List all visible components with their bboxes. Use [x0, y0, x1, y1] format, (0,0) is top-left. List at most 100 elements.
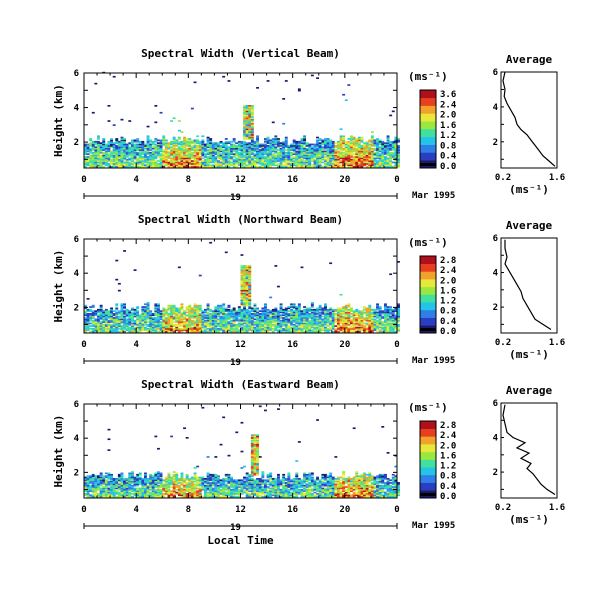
heatmap-cell	[167, 150, 171, 153]
heatmap-cell	[164, 140, 168, 143]
heatmap-cell	[357, 325, 361, 327]
heatmap-cell	[264, 330, 267, 333]
heatmap-cell	[363, 151, 367, 154]
heatmap-cell	[91, 491, 95, 494]
heatmap-cell	[264, 145, 267, 147]
heatmap-cell	[138, 329, 142, 332]
heatmap-cell	[256, 307, 260, 310]
heatmap-cell	[397, 308, 400, 311]
colorbar-swatch	[420, 144, 436, 153]
heatmap-cell	[209, 308, 213, 311]
heatmap-cell	[350, 307, 353, 310]
heatmap-cell	[342, 310, 346, 312]
heatmap-cell	[334, 330, 338, 333]
heatmap-cell	[180, 313, 184, 315]
heatmap-cell	[154, 164, 158, 167]
heatmap-cell	[91, 314, 95, 317]
heatmap-cell	[196, 317, 200, 319]
heatmap-cell	[363, 308, 367, 311]
heatmap-cell	[397, 165, 400, 168]
heatmap-cell	[183, 136, 187, 139]
heatmap-cell	[117, 142, 121, 144]
heatmap-cell	[248, 272, 252, 274]
heatmap-cell	[146, 158, 150, 161]
heatmap-cell	[167, 322, 171, 325]
heatmap-cell	[123, 163, 127, 165]
heatmap-cell	[329, 307, 333, 310]
heatmap-cell	[230, 158, 234, 161]
heatmap-cell	[386, 321, 390, 323]
heatmap-cell	[370, 151, 374, 154]
heatmap-cell	[256, 149, 260, 151]
heatmap-cell	[240, 310, 244, 312]
heatmap-cell	[131, 145, 134, 147]
colorbar-tick-label: 0.8	[440, 307, 456, 317]
heatmap-cell	[250, 163, 254, 165]
heatmap-cell	[149, 328, 153, 330]
heatmap-cell	[269, 323, 273, 326]
heatmap-cell	[297, 310, 301, 312]
heatmap-cell	[177, 129, 181, 132]
heatmap-cell	[248, 288, 252, 291]
heatmap-cell	[347, 149, 351, 151]
heatmap-cell	[157, 156, 160, 158]
heatmap-cell	[219, 313, 223, 315]
heatmap-cell	[368, 328, 372, 330]
heatmap-cell	[337, 328, 340, 330]
heatmap-cell	[256, 146, 260, 149]
heatmap-cell	[94, 328, 98, 330]
heatmap-cell	[219, 317, 223, 319]
heatmap-cell	[206, 311, 210, 314]
heatmap-cell	[180, 314, 184, 317]
heatmap-cell	[128, 322, 132, 325]
heatmap-cell	[303, 136, 307, 139]
heatmap-cell	[240, 314, 244, 317]
heatmap-cell	[342, 138, 346, 140]
heatmap-cell	[243, 129, 247, 132]
heatmap-cell	[357, 310, 361, 312]
heatmap-cell	[245, 329, 249, 332]
heatmap-cell	[99, 473, 103, 476]
heatmap-cell	[318, 304, 322, 307]
heatmap-cell	[347, 330, 351, 333]
heatmap-cell	[94, 314, 98, 317]
heatmap-cell	[378, 323, 382, 326]
heatmap-cell	[99, 480, 103, 483]
heatmap-cell	[219, 323, 223, 326]
heatmap-cell	[112, 147, 116, 150]
heatmap-cell	[310, 150, 314, 153]
heatmap-cell	[326, 154, 330, 157]
heatmap-cell	[230, 308, 234, 311]
heatmap-cell	[190, 140, 194, 143]
heatmap-cell	[219, 146, 223, 149]
heatmap-cell	[162, 158, 166, 161]
heatmap-cell	[141, 160, 145, 162]
heatmap-cell	[125, 310, 129, 312]
heatmap-cell	[115, 154, 119, 157]
heatmap-cell	[157, 143, 160, 146]
heatmap-cell	[397, 139, 400, 142]
heatmap-cell	[253, 145, 257, 147]
heatmap-cell	[204, 156, 207, 158]
heatmap-cell	[120, 164, 124, 167]
heatmap-cell	[324, 161, 327, 164]
heatmap-cell	[224, 323, 228, 326]
heatmap-cell	[355, 150, 359, 153]
heatmap-cell	[89, 475, 93, 477]
heatmap-cell	[91, 495, 95, 498]
heatmap-cell	[123, 151, 127, 154]
heatmap-cell	[287, 165, 291, 168]
heatmap-cell	[250, 329, 254, 332]
heatmap-cell	[248, 267, 252, 270]
heatmap-cell	[261, 318, 265, 321]
heatmap-cell	[397, 321, 400, 323]
heatmap-cell	[326, 149, 330, 151]
heatmap-cell	[357, 314, 361, 317]
heatmap-cell	[305, 321, 309, 323]
heatmap-cell	[240, 313, 244, 315]
heatmap-cell	[365, 313, 369, 315]
heatmap-cell	[250, 161, 254, 164]
heatmap-cell	[357, 319, 361, 322]
heatmap-cell	[243, 127, 247, 129]
heatmap-cell	[138, 160, 142, 162]
